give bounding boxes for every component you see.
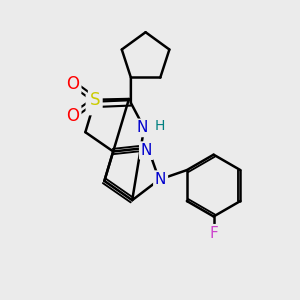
Text: H: H [154,119,165,134]
Text: N: N [141,143,152,158]
Text: N: N [155,172,166,187]
Text: F: F [209,226,218,241]
Text: S: S [90,91,100,109]
Text: O: O [67,107,80,125]
Text: O: O [67,75,80,93]
Text: O: O [88,95,100,113]
Text: N: N [136,120,147,135]
